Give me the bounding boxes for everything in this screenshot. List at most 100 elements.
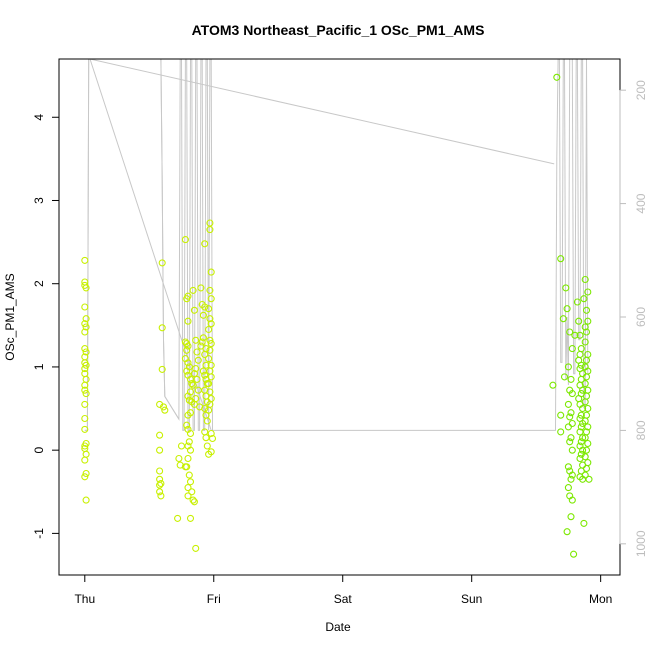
- data-point: [207, 340, 215, 348]
- data-point: [557, 428, 565, 436]
- data-point: [564, 400, 572, 408]
- data-point: [575, 317, 583, 325]
- data-point: [161, 406, 169, 414]
- y-tick-label: -1: [32, 528, 46, 539]
- data-point: [81, 328, 89, 336]
- data-point: [81, 473, 89, 481]
- plot-frame: [58, 58, 621, 576]
- data-point: [584, 459, 592, 467]
- data-point: [82, 496, 90, 504]
- data-point: [557, 411, 565, 419]
- data-point: [206, 226, 214, 234]
- data-point: [202, 361, 210, 369]
- data-point: [184, 392, 192, 400]
- y2-tick-label: 800: [634, 420, 648, 440]
- data-point: [183, 367, 191, 375]
- y-tick-label: 3: [32, 197, 46, 204]
- x-tick-label: Mon: [589, 592, 612, 606]
- data-point: [203, 442, 211, 450]
- data-point: [201, 303, 209, 311]
- data-point: [177, 442, 186, 450]
- data-point: [203, 417, 211, 425]
- altitude-track-segment: [89, 58, 555, 165]
- data-point: [189, 381, 197, 389]
- y-axis-label: OSc_PM1_AMS: [3, 273, 17, 360]
- data-point: [190, 498, 198, 506]
- data-point: [582, 356, 591, 364]
- data-point: [206, 315, 214, 323]
- data-point: [181, 236, 189, 244]
- data-point: [566, 413, 574, 421]
- data-point: [566, 328, 574, 336]
- data-point: [568, 419, 576, 428]
- data-point: [192, 544, 200, 552]
- data-point: [567, 409, 575, 417]
- data-point: [184, 359, 192, 367]
- data-point: [201, 371, 209, 379]
- data-point: [207, 268, 215, 276]
- data-point: [206, 219, 214, 227]
- data-point: [184, 492, 192, 500]
- y2-tick-label: 600: [634, 307, 648, 327]
- data-point: [584, 288, 592, 296]
- data-point: [158, 324, 166, 332]
- data-point: [184, 411, 192, 419]
- data-point: [581, 417, 589, 425]
- y-tick-label: 4: [32, 114, 46, 121]
- data-point: [197, 284, 205, 292]
- chart-title: ATOM3 Northeast_Pacific_1 OSc_PM1_AMS: [192, 22, 485, 38]
- data-point: [81, 456, 89, 464]
- data-point: [82, 348, 90, 356]
- x-tick-label: Sat: [334, 592, 353, 606]
- data-point: [577, 411, 585, 419]
- altitude-track: [84, 58, 589, 431]
- data-point: [82, 284, 90, 292]
- data-point: [207, 448, 215, 456]
- data-point: [186, 429, 195, 438]
- data-point: [206, 336, 214, 344]
- data-point: [175, 454, 183, 463]
- data-point: [199, 311, 207, 319]
- data-point: [584, 423, 592, 431]
- x-axis: Thu Fri Sat Sun Mon: [74, 574, 612, 606]
- data-point: [201, 350, 209, 359]
- data-point: [571, 331, 579, 339]
- data-point: [582, 392, 591, 400]
- data-point: [568, 471, 576, 479]
- data-point: [568, 345, 576, 353]
- data-point: [192, 336, 200, 344]
- data-point: [560, 373, 569, 381]
- y2-tick-label: 200: [634, 80, 648, 100]
- data-point: [156, 446, 164, 454]
- data-point: [568, 446, 576, 454]
- data-point: [581, 323, 589, 331]
- data-point: [582, 446, 591, 454]
- data-point: [156, 467, 164, 475]
- data-point: [207, 320, 215, 328]
- data-point: [184, 484, 192, 492]
- data-point: [82, 323, 90, 331]
- data-point: [581, 453, 589, 461]
- data-point: [576, 350, 584, 359]
- data-point: [567, 375, 575, 383]
- data-point: [193, 375, 201, 383]
- data-point: [186, 478, 195, 486]
- y2-tick-label: 400: [634, 193, 648, 213]
- data-point: [194, 356, 202, 364]
- data-point: [206, 346, 214, 354]
- data-point: [564, 463, 572, 471]
- data-point: [563, 528, 571, 536]
- data-point: [81, 345, 89, 353]
- y-tick-label: 1: [32, 363, 46, 370]
- data-point: [564, 484, 572, 492]
- data-point: [581, 434, 589, 442]
- data-point: [549, 381, 557, 389]
- data-point: [82, 375, 90, 383]
- data-point: [81, 320, 89, 328]
- data-point: [157, 492, 165, 500]
- data-point: [205, 406, 213, 414]
- data-point: [184, 317, 192, 325]
- altitude-track-segment: [160, 58, 180, 420]
- data-point: [82, 469, 90, 478]
- data-point: [582, 328, 591, 336]
